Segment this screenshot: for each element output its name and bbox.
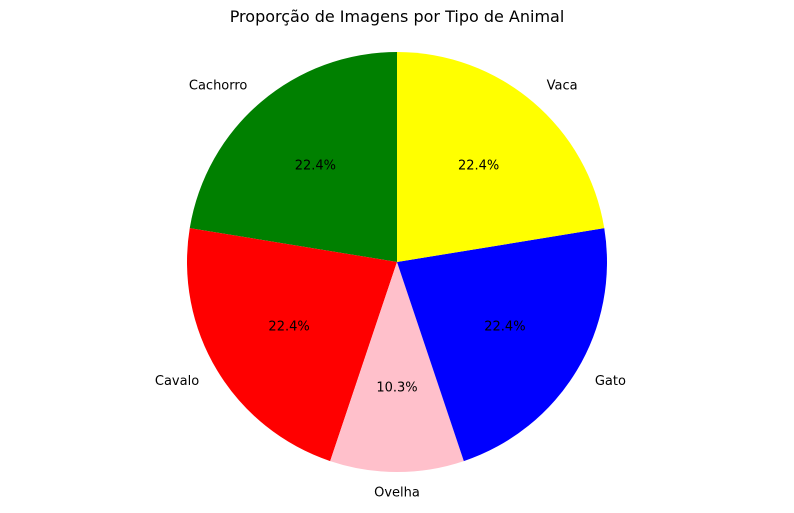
pie-slice-vaca — [397, 52, 605, 262]
slice-percent-gato: 22.4% — [484, 320, 525, 335]
pie-slice-cavalo — [187, 228, 397, 462]
slice-label-cachorro: Cachorro — [189, 78, 248, 93]
slice-percent-vaca: 22.4% — [458, 158, 499, 173]
pie-slice-gato — [397, 228, 607, 462]
slice-label-ovelha: Ovelha — [374, 486, 420, 501]
labels-layer: Cachorro 22.4% Cavalo 22.4% Ovelha 10.3% Gato 2… — [155, 78, 626, 500]
pie-slice-ovelha — [330, 262, 464, 472]
slice-label-vaca: Vaca — [547, 78, 578, 93]
chart-title: Proporção de Imagens por Tipo de Animal — [229, 7, 565, 26]
slice-label-cavalo: Cavalo — [155, 374, 199, 389]
slice-label-gato: Gato — [595, 374, 626, 389]
slice-percent-cachorro: 22.4% — [295, 158, 336, 173]
slice-percent-ovelha: 10.3% — [376, 381, 417, 396]
pie-slice-cachorro — [189, 52, 397, 262]
slices-layer — [187, 52, 607, 472]
slice-percent-cavalo: 22.4% — [268, 320, 309, 335]
